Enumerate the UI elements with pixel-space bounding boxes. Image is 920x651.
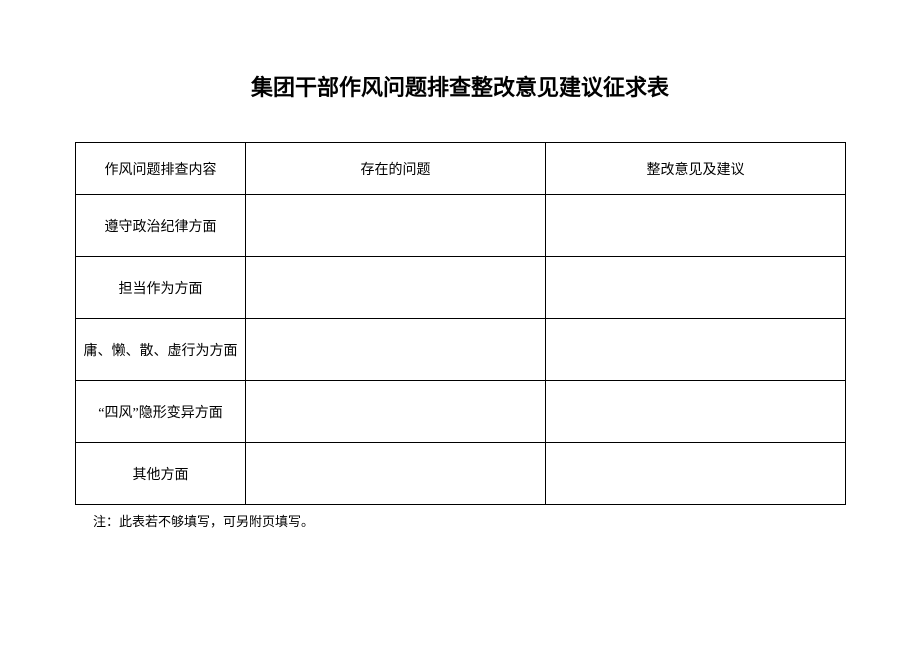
table-header-row: 作风问题排查内容 存在的问题 整改意见及建议 xyxy=(76,143,846,195)
document-title: 集团干部作风问题排查整改意见建议征求表 xyxy=(75,70,845,102)
row-suggestion xyxy=(546,257,846,319)
row-suggestion xyxy=(546,381,846,443)
footnote: 注：此表若不够填写，可另附页填写。 xyxy=(75,511,845,530)
row-problem xyxy=(246,195,546,257)
table-row: 其他方面 xyxy=(76,443,846,505)
row-label: 庸、懒、散、虚行为方面 xyxy=(76,319,246,381)
row-problem xyxy=(246,257,546,319)
row-suggestion xyxy=(546,195,846,257)
feedback-table: 作风问题排查内容 存在的问题 整改意见及建议 遵守政治纪律方面 担当作为方面 庸… xyxy=(75,142,846,505)
header-problem: 存在的问题 xyxy=(246,143,546,195)
header-suggestion: 整改意见及建议 xyxy=(546,143,846,195)
row-problem xyxy=(246,443,546,505)
row-label: 其他方面 xyxy=(76,443,246,505)
table-row: “四风”隐形变异方面 xyxy=(76,381,846,443)
row-label: 遵守政治纪律方面 xyxy=(76,195,246,257)
header-content: 作风问题排查内容 xyxy=(76,143,246,195)
row-label: “四风”隐形变异方面 xyxy=(76,381,246,443)
row-problem xyxy=(246,319,546,381)
row-suggestion xyxy=(546,319,846,381)
table-row: 担当作为方面 xyxy=(76,257,846,319)
table-row: 遵守政治纪律方面 xyxy=(76,195,846,257)
row-label: 担当作为方面 xyxy=(76,257,246,319)
row-problem xyxy=(246,381,546,443)
table-row: 庸、懒、散、虚行为方面 xyxy=(76,319,846,381)
row-suggestion xyxy=(546,443,846,505)
